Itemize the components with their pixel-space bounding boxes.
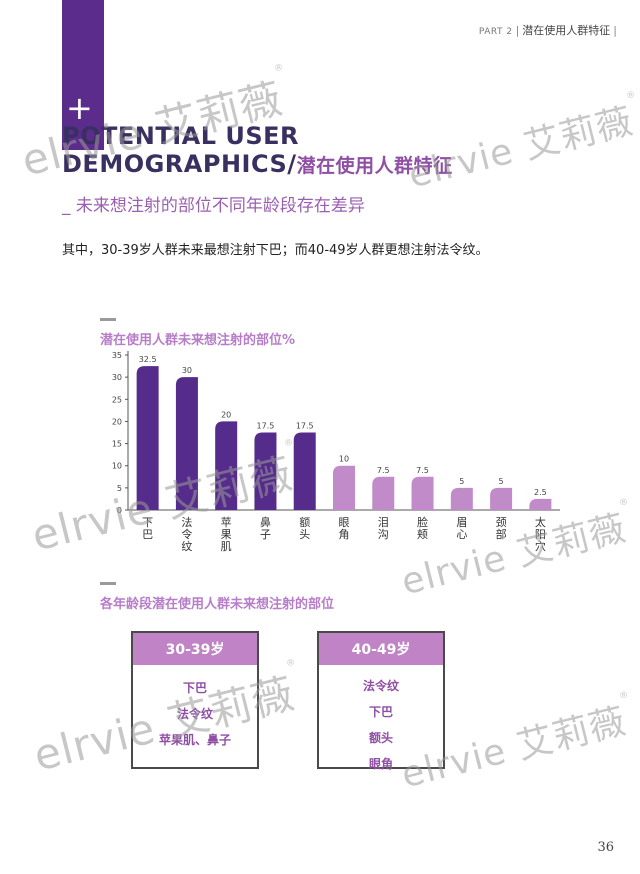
page-number: 36 bbox=[597, 840, 614, 855]
bar-value-label: 7.5 bbox=[416, 466, 429, 475]
x-tick-label: 苹果肌 bbox=[221, 515, 232, 553]
bar bbox=[333, 465, 355, 510]
age-card-item: 额头 bbox=[368, 731, 393, 745]
bar bbox=[411, 476, 434, 510]
watermark-reg: ® bbox=[285, 657, 298, 670]
age-card-item: 眼角 bbox=[368, 757, 393, 771]
page-subtitle: _ 未来想注射的部位不同年龄段存在差异 bbox=[62, 196, 365, 216]
page-title-cn: 潜在使用人群特征 bbox=[296, 155, 453, 177]
section2-title-decoration bbox=[100, 582, 116, 585]
x-tick-label: 法令纹 bbox=[181, 515, 192, 553]
watermark-reg: ® bbox=[618, 689, 631, 702]
page-title-line1: POTENTIAL USER bbox=[62, 122, 300, 150]
bar-chart: 0 5 10 15 20 25 30 35 32.5 下巴 30 法令纹 20 苹果肌 17.5 鼻子 17.5… bbox=[112, 351, 560, 553]
bar-value-label: 10 bbox=[339, 455, 349, 464]
bar-value-label: 2.5 bbox=[534, 488, 547, 497]
x-tick-label: 眼角 bbox=[339, 516, 350, 541]
chart-title-decoration bbox=[100, 318, 116, 321]
bar bbox=[254, 432, 277, 510]
age-card-item: 法令纹 bbox=[176, 707, 213, 721]
age-card-item: 法令纹 bbox=[362, 679, 399, 693]
y-tick-label: 25 bbox=[112, 395, 122, 404]
header-section: PART 2 | 潜在使用人群特征 | bbox=[478, 24, 617, 37]
age-card-40-49: 40-49岁 法令纹 下巴 额头 眼角 bbox=[317, 631, 445, 771]
bar-value-label: 17.5 bbox=[257, 422, 275, 431]
x-tick-label: 眉心 bbox=[456, 516, 467, 541]
bar bbox=[529, 498, 552, 510]
page-title-line2: DEMOGRAPHICS/潜在使用人群特征 bbox=[62, 150, 453, 178]
age-card-header: 40-49岁 bbox=[319, 633, 443, 665]
bar bbox=[293, 432, 316, 510]
bar bbox=[215, 421, 238, 510]
age-card-item: 下巴 bbox=[182, 681, 207, 695]
x-tick-label: 颈部 bbox=[496, 516, 507, 541]
bar-value-label: 30 bbox=[182, 366, 192, 375]
y-tick-label: 5 bbox=[117, 484, 122, 493]
y-tick-label: 30 bbox=[112, 373, 122, 382]
bar-value-label: 20 bbox=[221, 410, 231, 419]
page-title-en: DEMOGRAPHICS/ bbox=[62, 150, 297, 178]
bar-value-label: 17.5 bbox=[296, 422, 314, 431]
y-tick-label: 20 bbox=[112, 417, 122, 426]
bar-value-label: 5 bbox=[499, 477, 504, 486]
x-tick-label: 太阳穴 bbox=[535, 516, 546, 553]
bar bbox=[450, 487, 473, 510]
age-card-30-39: 30-39岁 下巴 法令纹 苹果肌、鼻子 bbox=[131, 631, 259, 769]
bar-value-label: 32.5 bbox=[139, 355, 157, 364]
y-tick-label: 10 bbox=[112, 462, 122, 471]
age-card-item: 苹果肌、鼻子 bbox=[158, 733, 231, 747]
header-part-label: PART 2 bbox=[478, 27, 513, 37]
y-tick-label: 35 bbox=[112, 351, 122, 360]
plus-icon: + bbox=[66, 89, 93, 127]
section2-title: 各年龄段潜在使用人群未来想注射的部位 bbox=[100, 597, 335, 612]
bar bbox=[372, 476, 395, 510]
x-tick-label: 额头 bbox=[299, 516, 310, 541]
x-tick-label: 鼻子 bbox=[260, 515, 271, 541]
top-accent-bar bbox=[62, 0, 104, 150]
y-tick-label: 15 bbox=[112, 440, 122, 449]
age-card-item: 下巴 bbox=[368, 705, 393, 719]
body-text: 其中，30-39岁人群未来最想注射下巴；而40-49岁人群更想注射法令纹。 bbox=[62, 243, 489, 258]
x-tick-label: 脸颊 bbox=[417, 515, 428, 541]
header-section-label: 潜在使用人群特征 bbox=[522, 24, 611, 37]
bar-value-label: 7.5 bbox=[377, 466, 390, 475]
chart-title: 潜在使用人群未来想注射的部位% bbox=[100, 333, 296, 348]
age-card-header: 30-39岁 bbox=[133, 633, 257, 665]
x-tick-label: 泪沟 bbox=[378, 516, 389, 541]
bar bbox=[175, 377, 198, 510]
x-tick-label: 下巴 bbox=[142, 516, 153, 541]
y-tick-label: 0 bbox=[117, 506, 122, 515]
bar-value-label: 5 bbox=[459, 477, 464, 486]
bar bbox=[490, 487, 513, 510]
bar bbox=[136, 366, 159, 510]
